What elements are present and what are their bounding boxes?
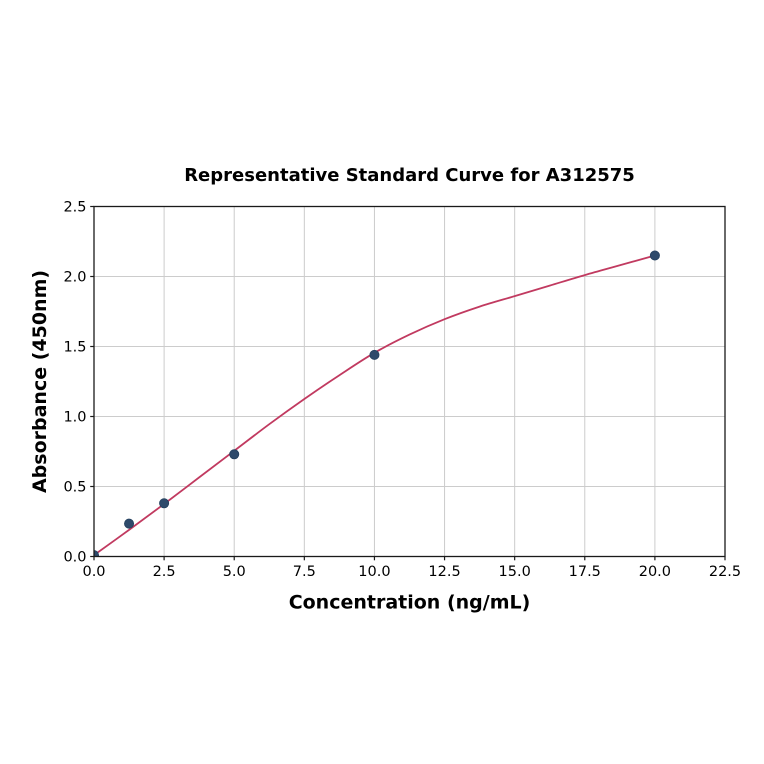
y-tick-label: 1.5 [63,340,86,356]
y-tick-label: 0.5 [63,480,86,496]
axis-ticks [90,205,726,561]
y-tick-label: 2.0 [63,270,86,286]
x-tick-label: 10.0 [358,564,390,580]
x-tick-label: 2.5 [153,564,176,580]
x-tick-label: 15.0 [499,564,531,580]
data-point [124,518,135,529]
x-tick-label: 22.5 [709,564,741,580]
x-tick-label: 20.0 [639,564,671,580]
x-tick-label: 5.0 [223,564,246,580]
x-tick-label: 12.5 [428,564,460,580]
data-point [649,250,660,261]
x-tick-label: 7.5 [293,564,316,580]
data-point [229,449,240,460]
y-tick-label: 0.0 [63,550,86,566]
tick-labels: 0.0 2.5 5.0 7.5 10.0 12.5 15.0 17.5 20.0 22.5 0.0 0… [63,200,741,581]
grid-lines [93,206,726,557]
y-tick-label: 1.0 [63,410,86,426]
data-point [369,349,380,360]
data-points [94,250,660,557]
data-point [159,498,170,509]
x-tick-label: 17.5 [569,564,601,580]
plot-border [93,205,726,558]
y-axis-label: Absorbance (450nm) [29,270,51,493]
x-axis-label: Concentration (ng/mL) [289,592,531,614]
x-tick-label: 0.0 [82,564,105,580]
y-tick-label: 2.5 [63,200,86,216]
chart-title: Representative Standard Curve for A31257… [184,165,635,186]
